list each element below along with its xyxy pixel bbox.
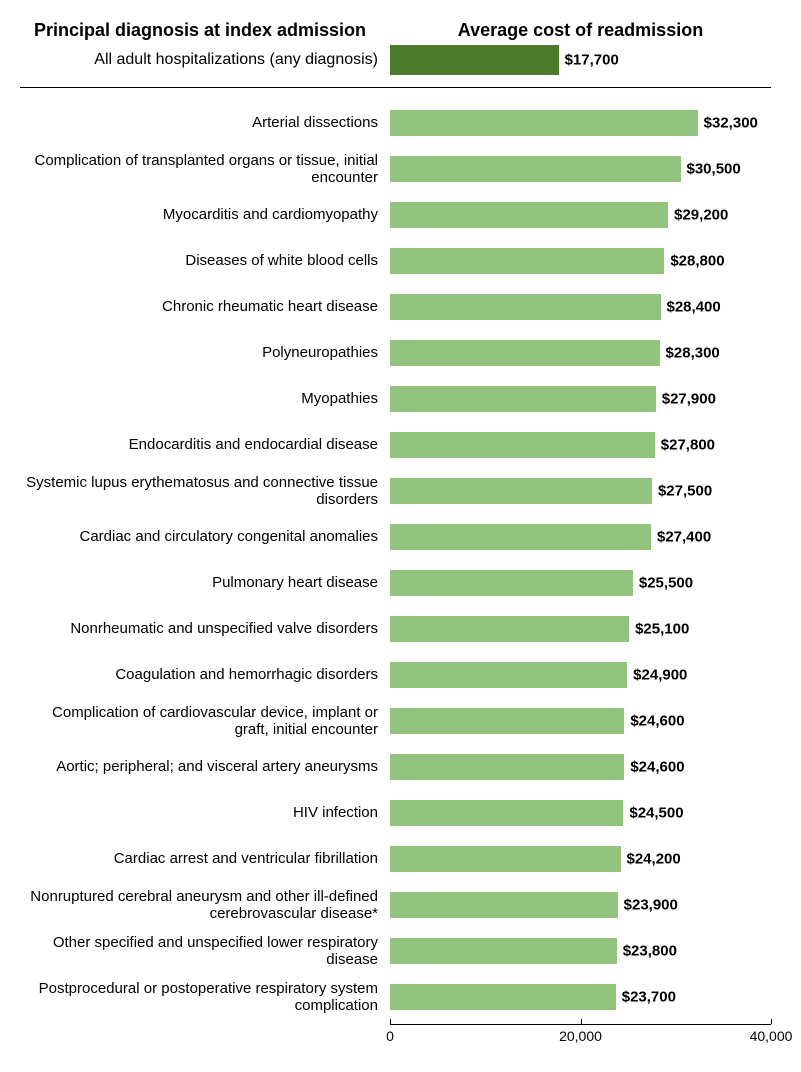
row-value: $23,800 — [617, 943, 677, 960]
row-bar — [390, 984, 616, 1010]
row-label: Cardiac and circulatory congenital anoma… — [20, 528, 390, 545]
chart-row: Arterial dissections $32,300 — [20, 102, 771, 144]
axis-tick-label: 20,000 — [559, 1028, 602, 1044]
chart-row: Cardiac arrest and ventricular fibrillat… — [20, 838, 771, 880]
summary-value: $17,700 — [559, 52, 619, 69]
chart-row: Other specified and unspecified lower re… — [20, 930, 771, 972]
row-value: $27,400 — [651, 529, 711, 546]
row-bar — [390, 938, 617, 964]
row-bar — [390, 754, 624, 780]
summary-bar — [390, 45, 559, 75]
row-label: Cardiac arrest and ventricular fibrillat… — [20, 850, 390, 867]
row-value: $25,100 — [629, 621, 689, 638]
row-value: $28,800 — [664, 253, 724, 270]
chart-row: Diseases of white blood cells $28,800 — [20, 240, 771, 282]
row-value: $28,400 — [661, 299, 721, 316]
chart-row: Endocarditis and endocardial disease $27,… — [20, 424, 771, 466]
row-value: $27,800 — [655, 437, 715, 454]
chart-row: Myocarditis and cardiomyopathy $29,200 — [20, 194, 771, 236]
axis-tick — [581, 1019, 582, 1024]
row-bar — [390, 524, 651, 550]
row-label: Complication of cardiovascular device, i… — [20, 704, 390, 739]
row-label: Postprocedural or postoperative respirat… — [20, 980, 390, 1015]
chart-row: Complication of cardiovascular device, i… — [20, 700, 771, 742]
chart-row: HIV infection $24,500 — [20, 792, 771, 834]
row-bar — [390, 478, 652, 504]
row-value: $27,500 — [652, 483, 712, 500]
axis-tick-label: 40,000 — [750, 1028, 793, 1044]
header-right: Average cost of readmission — [390, 20, 771, 41]
x-axis: 020,00040,000 — [20, 1024, 771, 1048]
row-label: Complication of transplanted organs or t… — [20, 152, 390, 187]
row-bar — [390, 800, 623, 826]
row-bar — [390, 616, 629, 642]
row-label: Nonruptured cerebral aneurysm and other … — [20, 888, 390, 923]
row-label: Chronic rheumatic heart disease — [20, 298, 390, 315]
row-value: $24,200 — [621, 851, 681, 868]
divider — [20, 87, 771, 88]
row-value: $29,200 — [668, 207, 728, 224]
chart-row: Nonrheumatic and unspecified valve disor… — [20, 608, 771, 650]
row-label: Systemic lupus erythematosus and connect… — [20, 474, 390, 509]
chart-row: Cardiac and circulatory congenital anoma… — [20, 516, 771, 558]
axis-tick-label: 0 — [386, 1028, 394, 1044]
row-value: $24,500 — [623, 805, 683, 822]
row-label: Diseases of white blood cells — [20, 252, 390, 269]
row-value: $25,500 — [633, 575, 693, 592]
chart-row: Aortic; peripheral; and visceral artery … — [20, 746, 771, 788]
row-bar — [390, 110, 698, 136]
axis-tick — [390, 1019, 391, 1024]
row-label: HIV infection — [20, 804, 390, 821]
row-bar — [390, 202, 668, 228]
row-bar — [390, 340, 660, 366]
row-bar — [390, 846, 621, 872]
row-value: $27,900 — [656, 391, 716, 408]
row-value: $24,900 — [627, 667, 687, 684]
summary-label: All adult hospitalizations (any diagnosi… — [20, 51, 390, 69]
row-value: $23,700 — [616, 989, 676, 1006]
row-value: $32,300 — [698, 115, 758, 132]
row-label: Coagulation and hemorrhagic disorders — [20, 666, 390, 683]
row-label: Pulmonary heart disease — [20, 574, 390, 591]
row-label: Polyneuropathies — [20, 344, 390, 361]
chart-row: Myopathies $27,900 — [20, 378, 771, 420]
chart-row: Polyneuropathies $28,300 — [20, 332, 771, 374]
row-bar — [390, 386, 656, 412]
axis-tick — [771, 1019, 772, 1024]
row-bar — [390, 892, 618, 918]
row-label: Other specified and unspecified lower re… — [20, 934, 390, 969]
chart-row: Coagulation and hemorrhagic disorders $24… — [20, 654, 771, 696]
chart-row: Chronic rheumatic heart disease $28,400 — [20, 286, 771, 328]
summary-row: All adult hospitalizations (any diagnosi… — [20, 45, 771, 75]
row-value: $30,500 — [681, 161, 741, 178]
chart-row: Nonruptured cerebral aneurysm and other … — [20, 884, 771, 926]
row-label: Myopathies — [20, 390, 390, 407]
row-bar — [390, 156, 681, 182]
row-bar — [390, 294, 661, 320]
chart-rows: Arterial dissections $32,300 Complication … — [20, 102, 771, 1018]
row-bar — [390, 662, 627, 688]
row-bar — [390, 570, 633, 596]
row-bar — [390, 432, 655, 458]
header-left: Principal diagnosis at index admission — [20, 20, 390, 41]
chart-row: Postprocedural or postoperative respirat… — [20, 976, 771, 1018]
row-value: $28,300 — [660, 345, 720, 362]
row-label: Myocarditis and cardiomyopathy — [20, 206, 390, 223]
chart-row: Complication of transplanted organs or t… — [20, 148, 771, 190]
chart-row: Pulmonary heart disease $25,500 — [20, 562, 771, 604]
chart-row: Systemic lupus erythematosus and connect… — [20, 470, 771, 512]
row-label: Arterial dissections — [20, 114, 390, 131]
row-value: $23,900 — [618, 897, 678, 914]
row-bar — [390, 248, 664, 274]
row-value: $24,600 — [624, 759, 684, 776]
row-label: Endocarditis and endocardial disease — [20, 436, 390, 453]
row-label: Nonrheumatic and unspecified valve disor… — [20, 620, 390, 637]
row-bar — [390, 708, 624, 734]
row-value: $24,600 — [624, 713, 684, 730]
row-label: Aortic; peripheral; and visceral artery … — [20, 758, 390, 775]
